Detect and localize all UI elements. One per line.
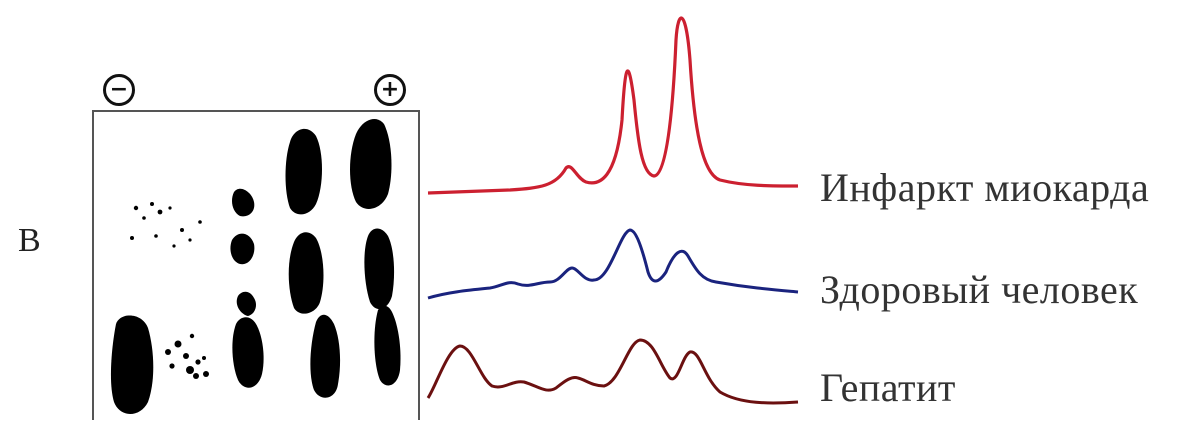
band-lane3-hepatitis [232, 317, 264, 388]
band-lane3-mi [232, 188, 255, 217]
band-lane3-healthy-b [236, 291, 256, 316]
band-lane5-mi [350, 119, 392, 209]
band-lane4-healthy [288, 232, 324, 314]
label-healthy-person: Здоровый человек [820, 267, 1139, 312]
band-lane1-hepatitis [110, 315, 154, 414]
specks-lane2-bottom [165, 333, 209, 379]
electrophoresis-gel [92, 110, 420, 420]
anode-plus-icon: + [374, 74, 406, 106]
panel-letter: В [18, 222, 41, 259]
curve-healthy-person [427, 228, 799, 300]
band-lane4-hepatitis [310, 314, 341, 398]
curve-myocardial-infarction [427, 16, 799, 195]
curve-hepatitis [426, 338, 799, 405]
densitometry-curves [426, 16, 799, 405]
band-lane5-hepatitis [374, 305, 401, 386]
band-lane3-healthy [230, 233, 255, 265]
cathode-minus-icon: − [103, 74, 135, 106]
label-myocardial-infarction: Инфаркт миокарда [820, 165, 1150, 210]
specks-lane2 [130, 202, 202, 248]
band-lane5-healthy [364, 228, 395, 310]
label-hepatitis: Гепатит [820, 365, 956, 410]
band-lane4-mi [285, 128, 322, 215]
gel-bands [110, 119, 401, 414]
